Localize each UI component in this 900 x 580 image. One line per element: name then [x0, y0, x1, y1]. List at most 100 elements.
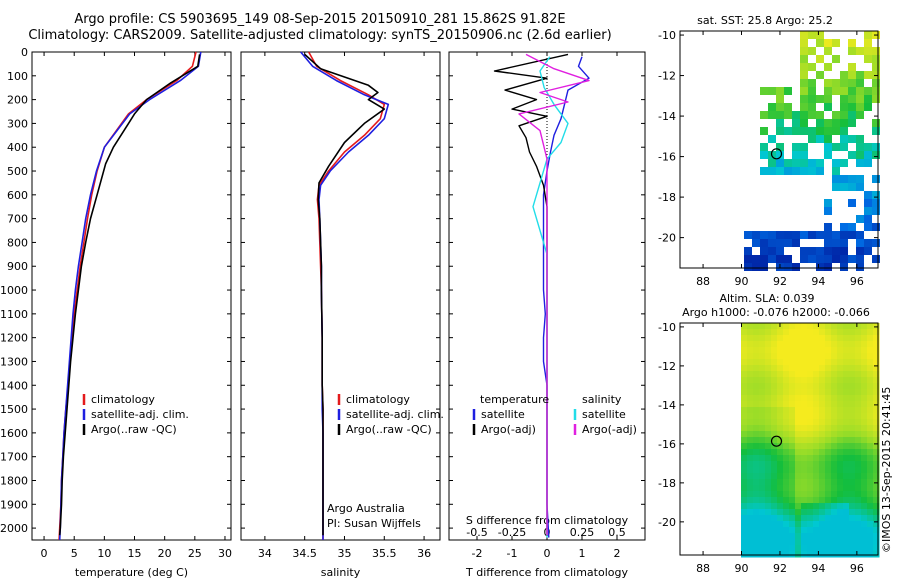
- sst-cell: [784, 231, 792, 239]
- sla-cell: [777, 407, 784, 414]
- sla-cell: [813, 377, 820, 384]
- sla-cell: [753, 521, 760, 528]
- sla-cell: [807, 371, 814, 378]
- sla-cell: [867, 443, 874, 450]
- y-tick-label: 400: [7, 141, 28, 154]
- sla-cell: [813, 497, 820, 504]
- sst-cell: [816, 255, 824, 263]
- sla-cell: [861, 491, 868, 498]
- sla-cell: [795, 497, 802, 504]
- sla-cell: [843, 359, 850, 366]
- sst-cell: [856, 247, 864, 255]
- sla-cell: [759, 485, 766, 492]
- sla-cell: [747, 431, 754, 438]
- sla-cell: [831, 479, 838, 486]
- x-tick-label: 34.5: [292, 547, 317, 560]
- legend-entry: climatology: [91, 393, 155, 406]
- x-tick-label: 35.5: [372, 547, 397, 560]
- sla-cell: [783, 323, 790, 330]
- sla-cell: [771, 479, 778, 486]
- sla-cell: [795, 479, 802, 486]
- sla-cell: [771, 371, 778, 378]
- sla-cell: [873, 359, 880, 366]
- sla-cell: [783, 449, 790, 456]
- sla-cell: [795, 491, 802, 498]
- sla-cell: [795, 329, 802, 336]
- sla-cell: [801, 539, 808, 546]
- sla-cell: [807, 341, 814, 348]
- sla-cell: [825, 323, 832, 330]
- sla-cell: [849, 527, 856, 534]
- sla-cell: [819, 425, 826, 432]
- sst-cell: [808, 87, 816, 95]
- sla-cell: [789, 359, 796, 366]
- sla-cell: [873, 455, 880, 462]
- sla-cell: [819, 539, 826, 546]
- sla-cell: [741, 383, 748, 390]
- sst-cell: [824, 103, 832, 111]
- sla-cell: [861, 425, 868, 432]
- sla-cell: [741, 329, 748, 336]
- sla-cell: [807, 509, 814, 516]
- sst-cell: [768, 111, 776, 119]
- sst-cell: [872, 151, 880, 159]
- sla-cell: [849, 419, 856, 426]
- sla-cell: [843, 515, 850, 522]
- sst-cell: [856, 175, 864, 183]
- sla-cell: [747, 371, 754, 378]
- sla-cell: [801, 365, 808, 372]
- sla-cell: [753, 383, 760, 390]
- sla-cell: [825, 413, 832, 420]
- sst-cell: [848, 71, 856, 79]
- sla-cell: [765, 395, 772, 402]
- sla-cell: [741, 461, 748, 468]
- sla-cell: [843, 389, 850, 396]
- sla-cell: [741, 359, 748, 366]
- y-tick-label: 700: [7, 213, 28, 226]
- sla-cell: [771, 341, 778, 348]
- sst-cell: [768, 135, 776, 143]
- map-y-tick-label: -20: [658, 516, 676, 529]
- sla-cell: [759, 491, 766, 498]
- sla-cell: [753, 377, 760, 384]
- map-x-tick-label: 94: [811, 275, 825, 288]
- sla-cell: [747, 485, 754, 492]
- sla-cell: [867, 419, 874, 426]
- sla-cell: [783, 479, 790, 486]
- sla-cell: [837, 425, 844, 432]
- sla-cell: [825, 359, 832, 366]
- sla-cell: [867, 383, 874, 390]
- sst-cell: [752, 263, 760, 271]
- sst-cell: [848, 135, 856, 143]
- sla-cell: [759, 383, 766, 390]
- legend-entry: Argo(..raw -QC): [91, 423, 177, 436]
- sla-cell: [777, 485, 784, 492]
- sst-cell: [776, 95, 784, 103]
- sla-cell: [873, 539, 880, 546]
- sla-cell: [849, 467, 856, 474]
- sst-cell: [856, 215, 864, 223]
- sla-cell: [819, 479, 826, 486]
- sst-cell: [856, 135, 864, 143]
- sla-cell: [843, 329, 850, 336]
- sla-cell: [783, 503, 790, 510]
- sla-cell: [849, 449, 856, 456]
- sst-cell: [840, 143, 848, 151]
- y-tick-label: 900: [7, 260, 28, 273]
- sst-cell: [824, 255, 832, 263]
- sla-cell: [855, 527, 862, 534]
- sla-cell: [789, 485, 796, 492]
- sla-cell: [837, 419, 844, 426]
- sla-cell: [771, 551, 778, 558]
- sla-cell: [747, 479, 754, 486]
- chart-title-line1: Argo profile: CS 5903695_149 08-Sep-2015…: [74, 12, 566, 27]
- sla-cell: [807, 353, 814, 360]
- sla-cell: [771, 401, 778, 408]
- sla-cell: [831, 395, 838, 402]
- sst-cell: [872, 79, 880, 87]
- sla-cell: [843, 527, 850, 534]
- sla-cell: [807, 401, 814, 408]
- sla-cell: [789, 431, 796, 438]
- sst-cell: [800, 103, 808, 111]
